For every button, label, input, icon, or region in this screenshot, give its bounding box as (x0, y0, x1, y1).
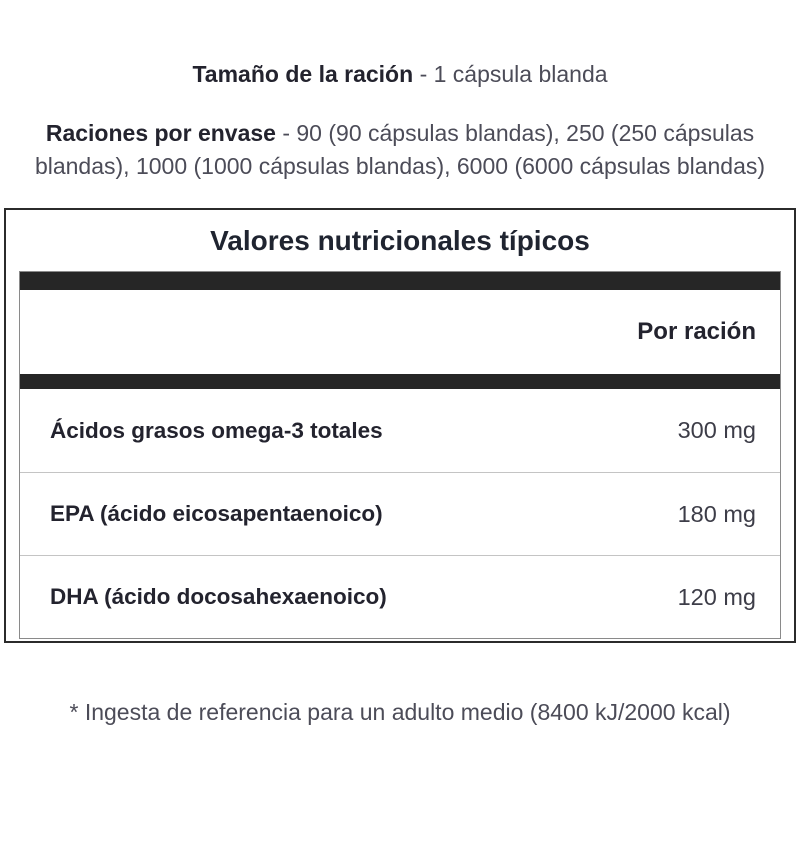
servings-per-container-label: Raciones por envase (45, 120, 276, 146)
thick-bar-top (20, 272, 780, 290)
nutrient-amount: 180 mg (677, 500, 756, 527)
serving-size-value: - 1 cápsula blanda (419, 61, 608, 87)
facts-table-title: Valores nutricionales típicos (210, 225, 590, 256)
nutrition-facts-box: Valores nutricionales típicos Por ración… (4, 208, 796, 643)
nutrient-name: DHA (ácido docosahexaenoico) (50, 584, 387, 609)
table-row: DHA (ácido docosahexaenoico) 120 mg (20, 555, 780, 638)
servings-per-container-line: Raciones por envase - 90 (90 cápsulas bl… (1, 117, 799, 183)
nutrient-name: Ácidos grasos omega-3 totales (50, 417, 383, 443)
table-row: EPA (ácido eicosapentaenoico) 180 mg (20, 472, 780, 555)
column-header-row: Por ración (20, 290, 780, 374)
servings-per-container-value: - 90 (90 cápsulas blandas), 250 (250 cáp… (34, 120, 766, 179)
nutrient-name: EPA (ácido eicosapentaenoico) (50, 501, 383, 526)
per-serving-column-header: Por ración (637, 318, 756, 345)
reference-intake-footnote: * Ingesta de referencia para un adulto m… (69, 699, 731, 725)
serving-size-label: Tamaño de la ración (192, 61, 414, 87)
nutrition-label: Tamaño de la ración - 1 cápsula blanda R… (0, 58, 800, 726)
nutrient-amount: 300 mg (677, 417, 756, 443)
facts-table: Por ración Ácidos grasos omega-3 totales… (19, 271, 781, 639)
thick-bar-middle (20, 374, 780, 389)
nutrient-amount: 120 mg (677, 583, 756, 610)
serving-size-line: Tamaño de la ración - 1 cápsula blanda (0, 58, 800, 91)
table-row: Ácidos grasos omega-3 totales 300 mg (20, 389, 780, 472)
